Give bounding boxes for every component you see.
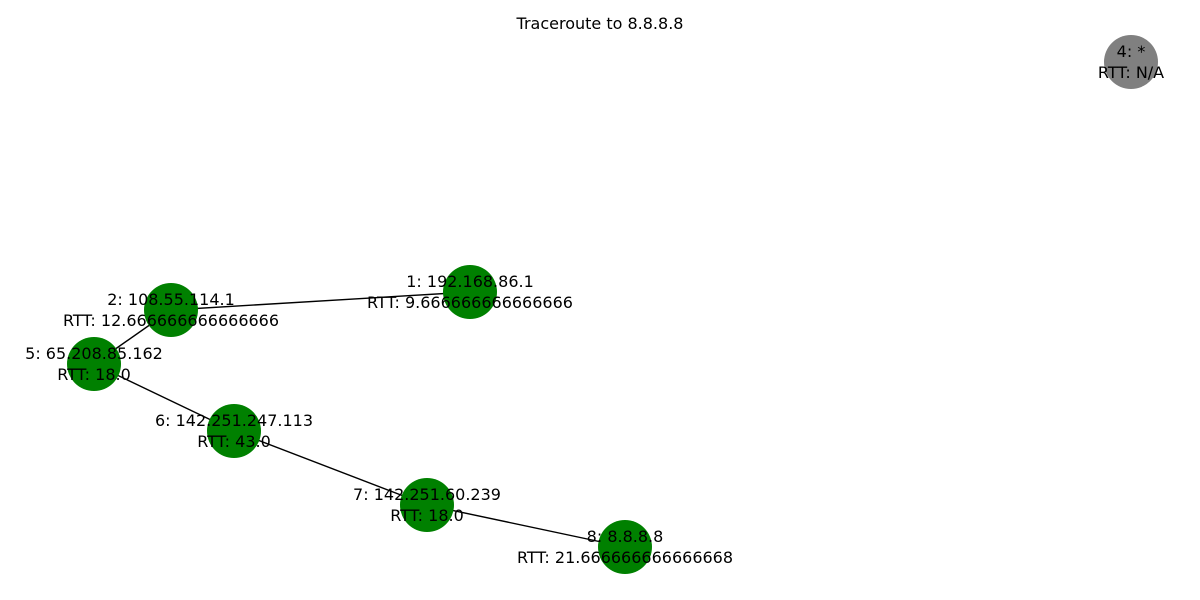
hop-label-7: 7: 142.251.60.239 RTT: 18.0: [353, 485, 501, 525]
hop-node-7: [400, 478, 454, 532]
hop-rtt-5: RTT: 18.0: [57, 365, 131, 384]
hop-rtt-2: RTT: 12.666666666666666: [63, 311, 279, 330]
hop-address-1: 1: 192.168.86.1: [406, 272, 534, 291]
hop-node-8: [598, 520, 652, 574]
hop-label-1: 1: 192.168.86.1 RTT: 9.666666666666666: [367, 272, 573, 312]
hop-rtt-6: RTT: 43.0: [197, 432, 271, 451]
edge-7-8: [426, 504, 626, 548]
labels-layer: 1: 192.168.86.1 RTT: 9.666666666666666 2: …: [25, 42, 1164, 567]
hop-label-8: 8: 8.8.8.8 RTT: 21.666666666666668: [517, 527, 733, 567]
edge-1-2: [170, 291, 471, 311]
hop-rtt-7: RTT: 18.0: [390, 506, 464, 525]
hop-address-7: 7: 142.251.60.239: [353, 485, 501, 504]
hop-rtt-4: RTT: N/A: [1098, 63, 1164, 82]
hop-node-2: [144, 283, 198, 337]
hop-address-4: 4: *: [1117, 42, 1146, 61]
hop-address-5: 5: 65.208.85.162: [25, 344, 163, 363]
hop-address-2: 2: 108.55.114.1: [107, 290, 235, 309]
nodes-layer: [67, 35, 1158, 574]
hop-node-6: [207, 404, 261, 458]
graph-title: Traceroute to 8.8.8.8: [516, 14, 684, 33]
hop-address-8: 8: 8.8.8.8: [587, 527, 664, 546]
hop-rtt-1: RTT: 9.666666666666666: [367, 293, 573, 312]
hop-label-4: 4: * RTT: N/A: [1098, 42, 1164, 82]
hop-rtt-8: RTT: 21.666666666666668: [517, 548, 733, 567]
hop-node-1: [443, 265, 497, 319]
hop-label-5: 5: 65.208.85.162 RTT: 18.0: [25, 344, 163, 384]
hop-label-6: 6: 142.251.247.113 RTT: 43.0: [155, 411, 313, 451]
hop-label-2: 2: 108.55.114.1 RTT: 12.666666666666666: [63, 290, 279, 330]
hop-node-5: [67, 337, 121, 391]
edge-6-7: [233, 430, 428, 506]
hop-address-6: 6: 142.251.247.113: [155, 411, 313, 430]
hop-node-4: [1104, 35, 1158, 89]
